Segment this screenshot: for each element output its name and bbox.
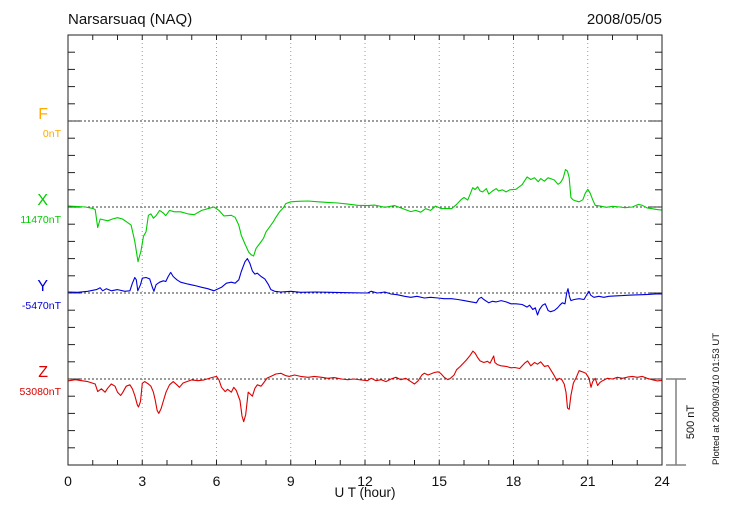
component-base-y: -5470nT <box>22 300 62 312</box>
x-tick-label: 9 <box>287 473 295 489</box>
x-tick-label: 18 <box>506 473 522 489</box>
x-tick-label: 15 <box>431 473 447 489</box>
plotted-at-note: Plotted at 2009/03/10 01:53 UT <box>711 333 722 465</box>
x-tick-label: 12 <box>357 473 373 489</box>
component-label-f: F <box>38 106 48 123</box>
plot-date: 2008/05/05 <box>587 11 662 28</box>
component-label-x: X <box>37 192 48 209</box>
page-title: Narsarsuaq (NAQ) <box>68 11 192 28</box>
z-trace <box>67 350 663 423</box>
component-base-f: 0nT <box>43 128 62 140</box>
x-tick-label: 24 <box>654 473 670 489</box>
chart-layer: 0 3 6 9 12 15 18 21 24 <box>64 35 686 489</box>
y-trace <box>67 258 663 316</box>
x-tick-label: 6 <box>213 473 221 489</box>
component-base-x: 11470nT <box>20 214 61 226</box>
component-label-z: Z <box>38 364 48 381</box>
x-tick-label: 0 <box>64 473 72 489</box>
plot-frame <box>67 34 663 466</box>
component-base-z: 53080nT <box>20 386 62 398</box>
x-trace <box>67 168 663 263</box>
x-axis-label: U T (hour) <box>334 485 395 500</box>
x-tick-label: 21 <box>580 473 596 489</box>
x-tick-label: 3 <box>138 473 146 489</box>
component-label-y: Y <box>37 278 48 295</box>
scale-bar-label: 500 nT <box>685 405 697 440</box>
